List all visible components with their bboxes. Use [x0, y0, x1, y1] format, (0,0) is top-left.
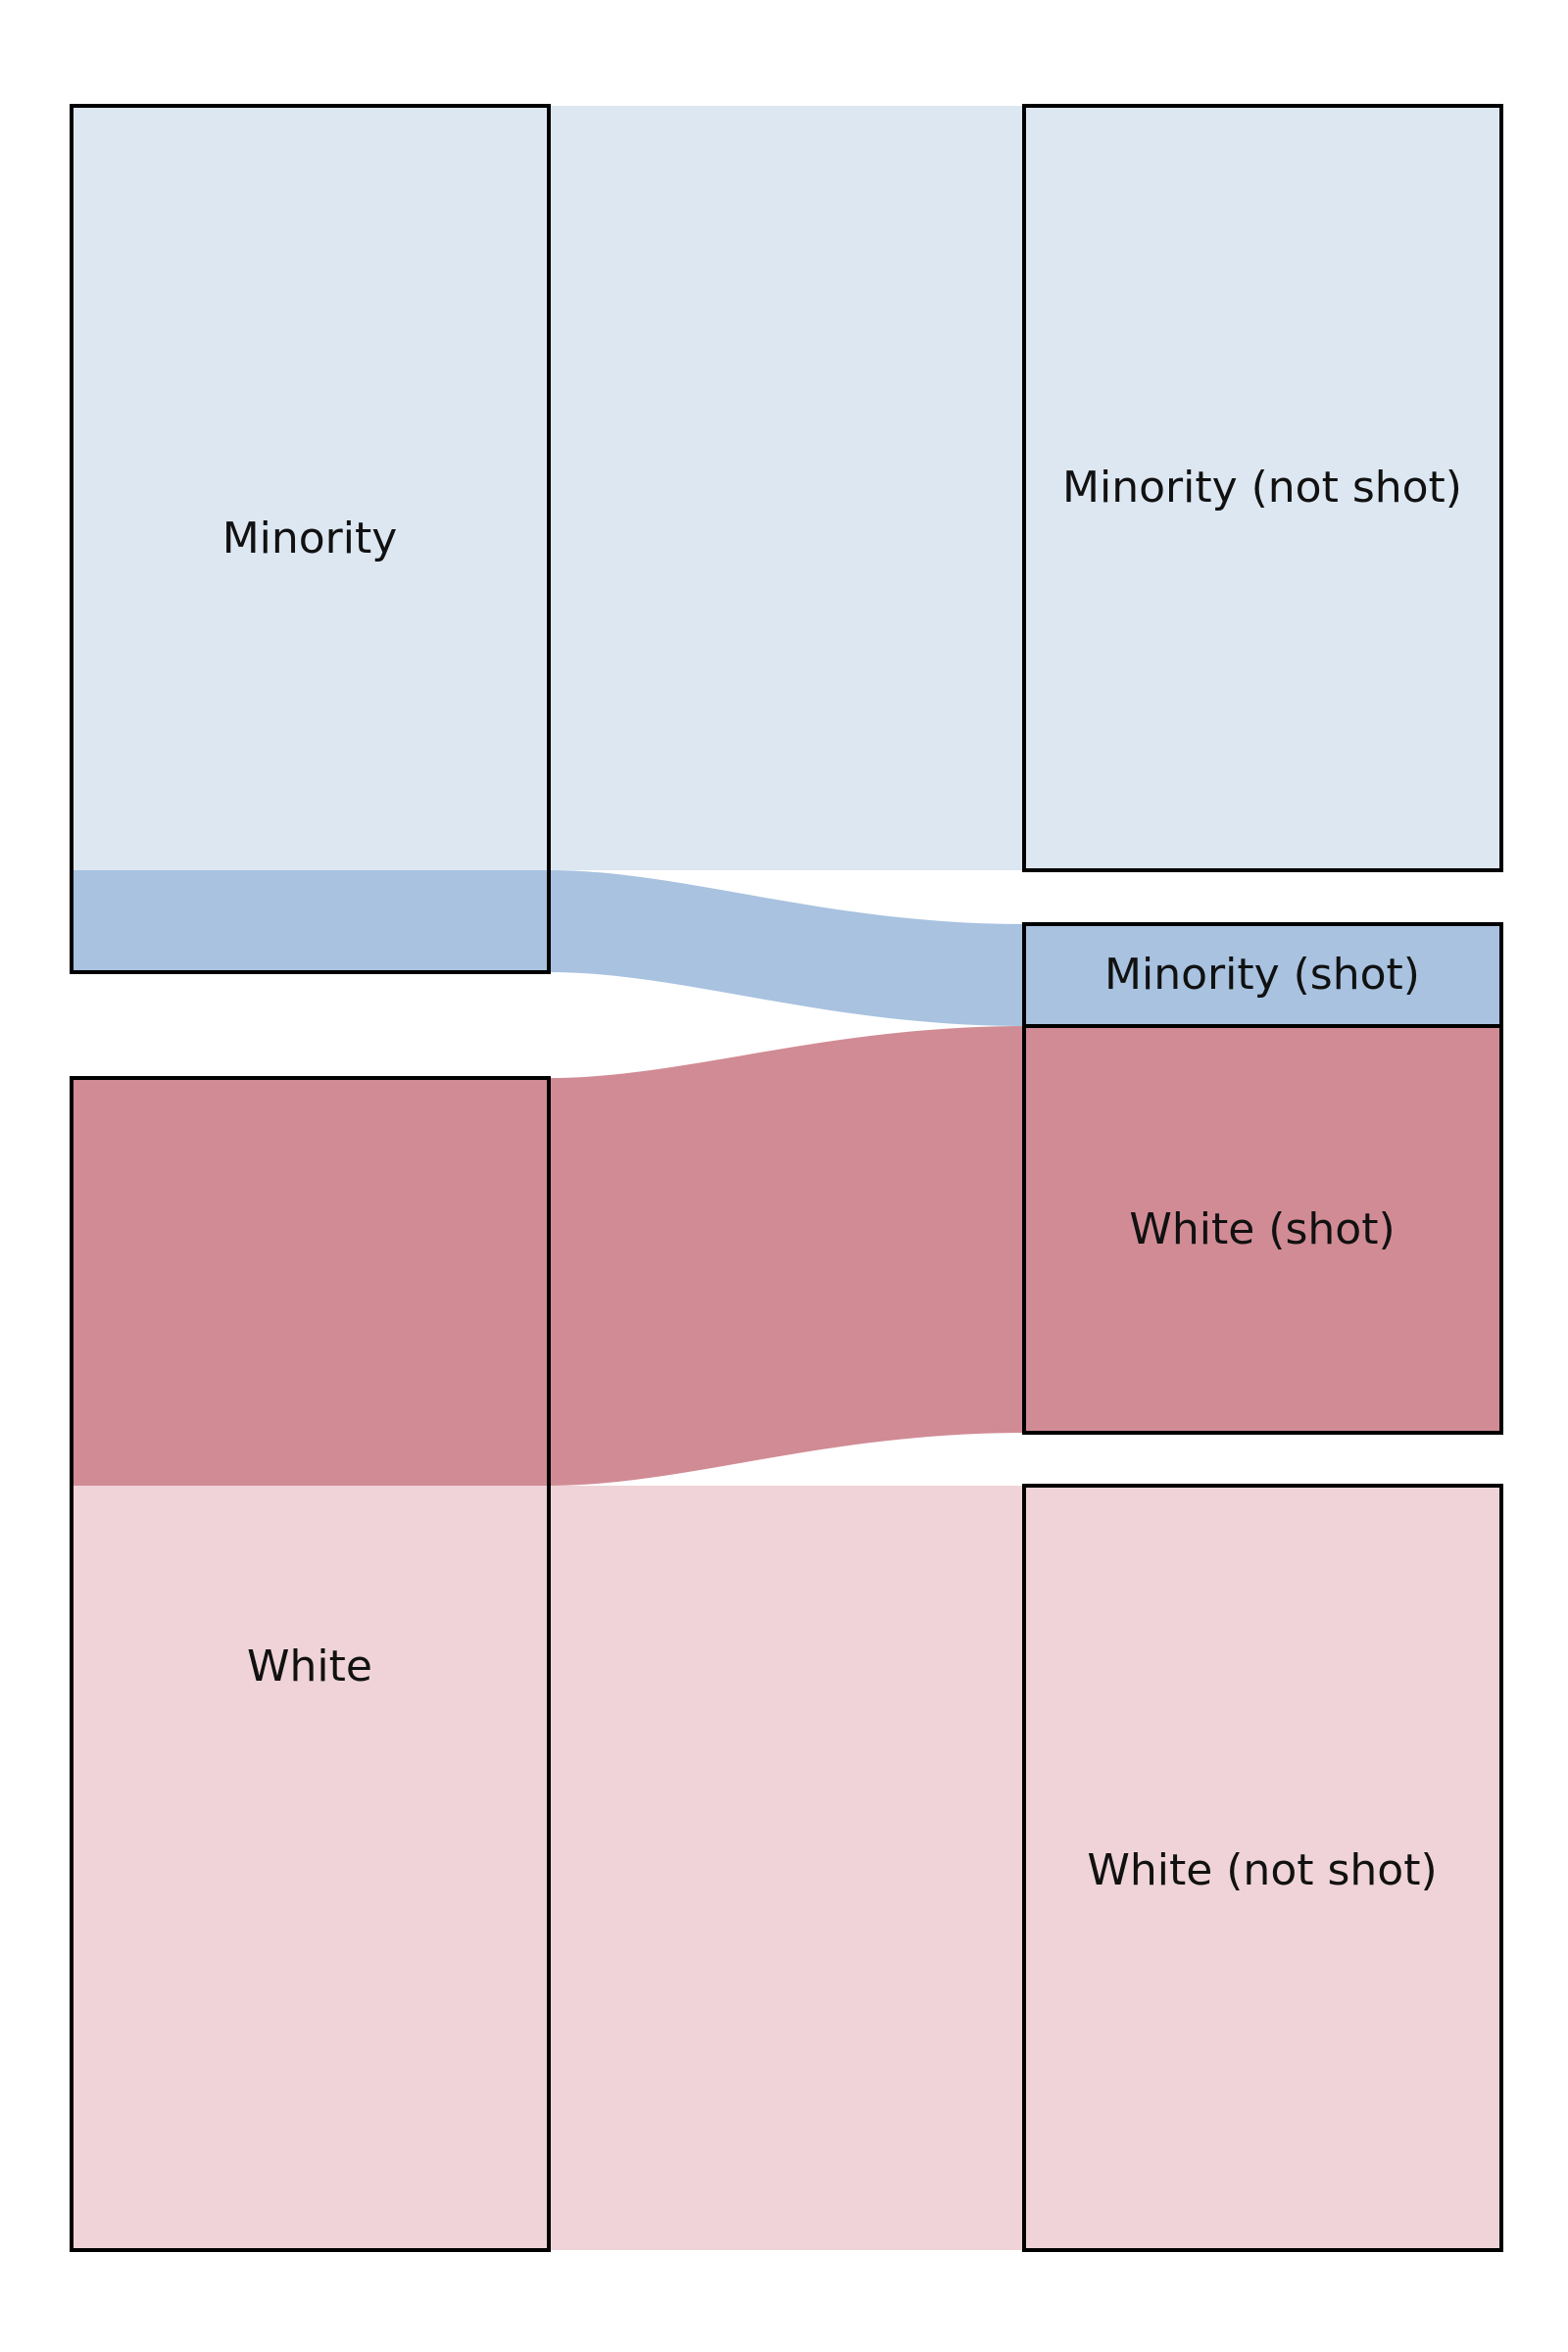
node-white-shot-box	[1022, 1024, 1503, 1435]
link-minority-to-minority-not-shot	[549, 106, 1024, 870]
node-white-shot-label: White (shot)	[1129, 1204, 1395, 1254]
node-minority-shot-label: Minority (shot)	[1104, 950, 1420, 1000]
node-minority: Minority	[70, 104, 551, 974]
node-minority-label: Minority	[222, 514, 398, 564]
node-minority-notshot-segment	[72, 106, 549, 870]
link-minority-to-minority-shot	[549, 870, 1024, 1026]
node-white: White	[70, 1076, 551, 2252]
node-white-not-shot-box	[1022, 1484, 1503, 2252]
links	[549, 106, 1024, 2250]
link-white-to-white-shot	[549, 1026, 1024, 1486]
node-minority-not-shot: Minority (not shot)	[1022, 104, 1503, 872]
node-white-not-shot: White (not shot)	[1022, 1484, 1503, 2252]
node-minority-not-shot-label: Minority (not shot)	[1062, 463, 1462, 513]
node-white-label: White	[247, 1642, 372, 1691]
node-white-not-shot-label: White (not shot)	[1087, 1845, 1437, 1895]
link-white-to-white-not-shot	[549, 1486, 1024, 2250]
node-white-shot-segment	[72, 1078, 549, 1486]
node-white-notshot-segment	[72, 1486, 549, 2250]
node-minority-shot: Minority (shot)	[1022, 922, 1503, 1028]
node-white-shot: White (shot)	[1022, 1024, 1503, 1435]
node-minority-not-shot-box	[1022, 104, 1503, 872]
node-minority-shot-segment	[72, 870, 549, 972]
node-minority-border	[70, 104, 551, 974]
node-white-border	[70, 1076, 551, 2252]
